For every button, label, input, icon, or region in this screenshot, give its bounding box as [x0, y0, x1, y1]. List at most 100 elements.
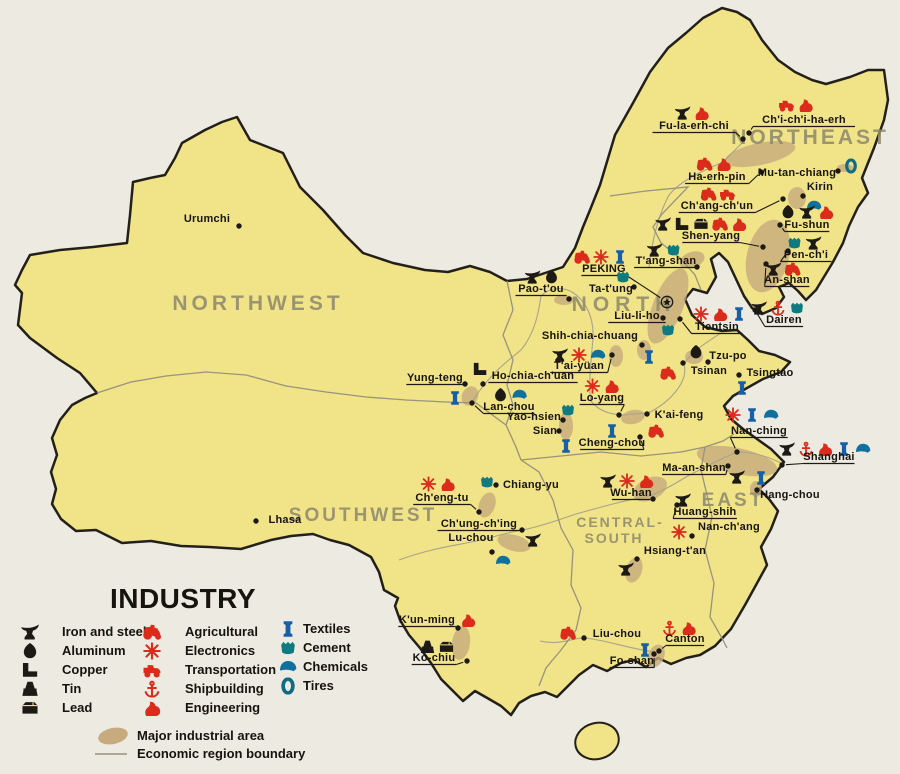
lead-icon [693, 218, 709, 230]
city-dot [736, 372, 742, 378]
city-label: Ch'ung-ch'ing [441, 518, 517, 530]
city-lan-chou: Lan-chou [469, 387, 535, 415]
city-label: Fu-shun [784, 219, 829, 231]
city-label: T'ang-shan [636, 255, 697, 267]
city-canton: Canton [656, 620, 704, 654]
city-label: Wu-han [610, 487, 652, 499]
legend-item-copper: Copper [22, 662, 108, 677]
city-dot [660, 315, 666, 321]
city-label: Tientsin [695, 321, 739, 333]
city-label: Dairen [766, 314, 802, 326]
city-k-ai-feng: K'ai-feng [644, 409, 703, 438]
region-label-northwest: NORTHWEST [172, 292, 343, 315]
city-leader-line [640, 440, 645, 450]
city-dot [644, 411, 650, 417]
city-label: Shanghai [803, 451, 855, 463]
city-liu-li-ho: Liu-li-ho [608, 310, 674, 336]
city-label: Sian [533, 425, 557, 437]
city-dot [740, 136, 746, 142]
legend: INDUSTRY Iron and steel Aluminum Copper Tin… [21, 583, 368, 761]
legend-item-label: Chemicals [303, 659, 368, 674]
legend-item-engineering: Engineering [145, 700, 260, 717]
city-nan-ch-ang: Nan-ch'ang [671, 521, 760, 540]
city-kirin: Kirin [800, 181, 833, 210]
city-k-un-ming: K'un-ming [398, 614, 476, 631]
industrial-area-blob [647, 268, 689, 344]
city-label: Hang-chou [760, 489, 820, 501]
city-dot [566, 296, 572, 302]
cement-icon [788, 237, 801, 249]
city-dot [253, 518, 259, 524]
city-dot [725, 463, 731, 469]
electronics-icon [420, 476, 437, 492]
city-dot [631, 284, 637, 290]
city-leader-line [780, 253, 787, 262]
city-dot [754, 487, 760, 493]
city-label: Nan-ch'ang [698, 521, 760, 533]
economic-region-boundaries [96, 186, 735, 687]
major-industrial-area-label: Major industrial area [137, 728, 265, 743]
legend-item-lead: Lead [21, 700, 92, 715]
city-label: Nan-ching [731, 425, 787, 437]
city-label: Ha-erh-pin [688, 171, 746, 183]
city-an-shan: An-shan [763, 261, 810, 288]
city-leader-line [725, 469, 728, 475]
legend-item-label: Tires [303, 678, 334, 693]
city-dot [469, 400, 475, 406]
city-nan-ching: Nan-ching [725, 407, 788, 455]
city-huang-shih: Huang-shih [672, 493, 737, 520]
legend-item-tin: Tin [22, 681, 81, 696]
cement-icon [281, 641, 295, 655]
economic-region-boundary-line [520, 459, 582, 687]
city-leader-line [755, 200, 780, 213]
city-dot [705, 359, 711, 365]
city-leader-line [672, 508, 677, 519]
city-leader-line [735, 132, 741, 137]
city-dot [609, 352, 615, 358]
legend-item-label: Electronics [185, 643, 255, 658]
river-line [471, 287, 722, 416]
city-leader-line [764, 267, 767, 287]
city-leader-line [456, 661, 464, 666]
legend-item-cement: Cement [281, 640, 351, 655]
city-tsingtao: Tsingtao [736, 367, 793, 395]
electronics-icon [671, 524, 687, 540]
city-shih-chia-chuang: Shih-chia-chuang [542, 330, 653, 364]
city-fu-shun: Fu-shun [777, 204, 834, 233]
city-leader-line [729, 437, 736, 449]
city-shanghai: Shanghai [779, 441, 871, 468]
city-markers: Urumchi Lhasa Pao-t'ou PEKING Ta-t'ung Liu-li… [184, 99, 871, 669]
city-label: Shih-chia-chuang [542, 330, 638, 342]
city-lu-chou: Lu-chou [448, 532, 511, 565]
industrial-area-blob [461, 386, 479, 406]
city-dairen: Dairen [751, 300, 804, 328]
city-label: Lan-chou [483, 401, 535, 413]
legend-item-textiles: Textiles [283, 621, 350, 637]
city-label: Liu-chou [593, 628, 641, 640]
city-dot [581, 635, 587, 641]
city-ta-t-ung: Ta-t'ung [589, 271, 637, 295]
legend-item-label: Aluminum [62, 643, 126, 658]
electronics-icon [584, 378, 601, 394]
city-dot [616, 412, 622, 418]
city-label: Huang-shih [674, 506, 737, 518]
city-dot [650, 496, 656, 502]
city-leader-line [750, 126, 754, 130]
legend-item-label: Lead [62, 700, 92, 715]
city-label: Shen-yang [682, 230, 740, 242]
city-dot [556, 428, 562, 434]
city-dot [639, 342, 645, 348]
legend-item-label: Textiles [303, 621, 350, 636]
city-leader-line [661, 645, 667, 649]
cement-icon [562, 404, 574, 416]
city-dot [780, 196, 786, 202]
city-dot [560, 417, 566, 423]
city-leader-line [682, 321, 692, 334]
city-label: Fu-la-erh-chi [659, 120, 729, 132]
major-industrial-area-swatch [98, 727, 128, 745]
city-label: Ch'i-ch'i-ha-erh [762, 114, 846, 126]
city-hsiang-t-an: Hsiang-t'an [618, 545, 706, 576]
industrial-area-blob [609, 345, 623, 367]
city-tzu-po: Tzu-po [690, 344, 747, 365]
